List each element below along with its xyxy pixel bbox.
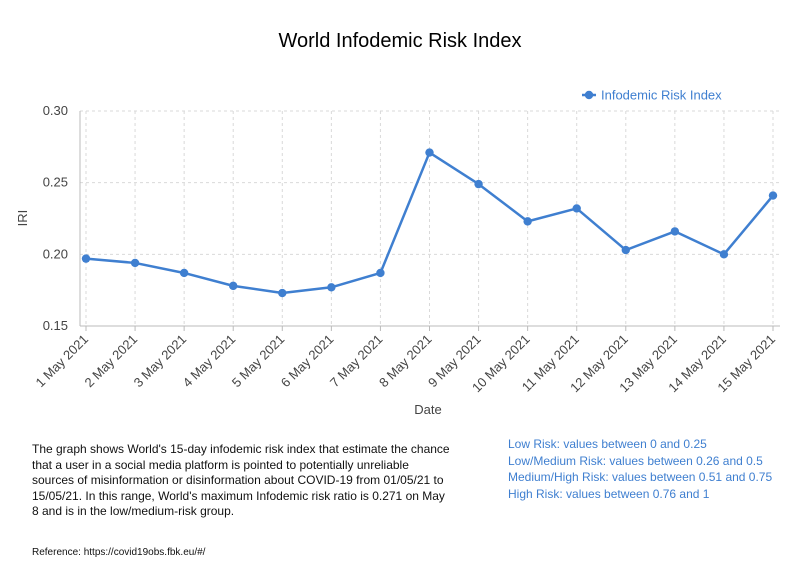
y-tick-label: 0.15 <box>43 318 68 333</box>
data-point <box>621 245 630 255</box>
data-point <box>278 288 287 298</box>
data-point <box>327 283 336 292</box>
legend: Infodemic Risk Index <box>582 88 722 103</box>
data-point <box>81 254 91 263</box>
y-tick-label: 0.30 <box>43 103 68 118</box>
data-point <box>229 281 238 291</box>
x-axis-title: Date <box>414 402 441 417</box>
risk-level-medium-high: Medium/High Risk: values between 0.51 an… <box>508 470 773 484</box>
data-point <box>523 217 532 226</box>
data-point <box>572 204 581 213</box>
y-tick-label: 0.25 <box>43 175 68 190</box>
data-point <box>179 268 189 278</box>
y-axis-title: IRI <box>15 210 30 227</box>
data-point <box>425 148 434 157</box>
data-point <box>376 268 385 278</box>
data-point <box>768 191 778 200</box>
risk-level-low-medium: Low/Medium Risk: values between 0.26 and… <box>508 453 763 468</box>
y-tick-label: 0.20 <box>43 246 68 261</box>
risk-levels: Low Risk: values between 0 and 0.25 Low/… <box>508 436 798 502</box>
chart-description: The graph shows World's 15-day infodemic… <box>32 442 450 518</box>
data-point <box>670 227 680 236</box>
legend-marker <box>584 90 594 100</box>
risk-level-high: High Risk: values between 0.76 and 1 <box>508 486 710 501</box>
chart-title: World Infodemic Risk Index <box>278 30 522 52</box>
data-point <box>130 258 140 268</box>
risk-level-low: Low Risk: values between 0 and 0.25 <box>508 437 707 451</box>
data-point <box>474 179 483 189</box>
reference-note: Reference: https://covid19obs.fbk.eu/#/ <box>32 547 206 558</box>
legend-label: Infodemic Risk Index <box>601 88 722 103</box>
data-point <box>719 250 729 259</box>
